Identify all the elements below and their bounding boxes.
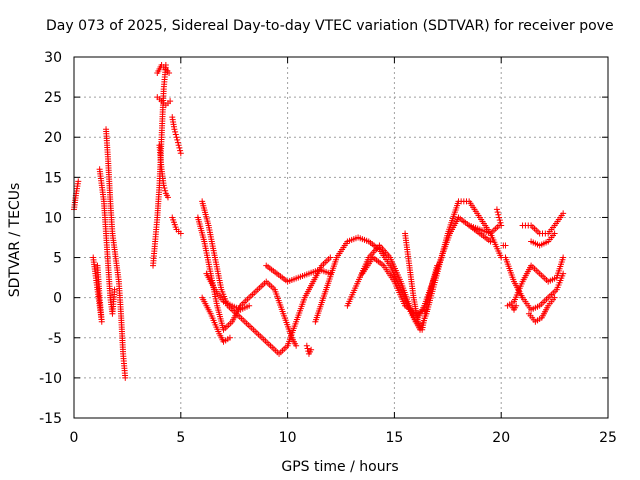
series-arc-3b bbox=[169, 214, 184, 237]
data-point bbox=[551, 294, 558, 301]
series-early-arc bbox=[71, 178, 82, 213]
y-tick-label: 5 bbox=[53, 251, 62, 267]
series-arc-8e bbox=[525, 294, 558, 325]
data-point bbox=[496, 214, 503, 221]
y-tick-label: -10 bbox=[39, 371, 62, 387]
data-point bbox=[551, 230, 558, 237]
data-point bbox=[171, 126, 178, 133]
x-tick-label: 15 bbox=[385, 430, 403, 446]
data-point bbox=[172, 131, 179, 138]
data-point bbox=[246, 302, 253, 309]
data-point bbox=[502, 242, 509, 249]
plot-frame bbox=[73, 56, 609, 419]
series-arc-2c bbox=[156, 142, 171, 201]
x-axis-label: GPS time / hours bbox=[281, 459, 398, 475]
data-point bbox=[560, 210, 567, 217]
series-arc-1b bbox=[96, 166, 118, 317]
series-arc-2a bbox=[150, 62, 169, 269]
data-point bbox=[498, 222, 505, 229]
data-point bbox=[164, 194, 171, 201]
y-tick-label: -5 bbox=[48, 331, 62, 347]
data-point bbox=[494, 209, 501, 216]
data-point bbox=[497, 219, 504, 226]
axis-ticks: 0 5 10 15 20 25 -15 -10 -5 0 5 10 15 20 25 30 bbox=[39, 50, 617, 446]
y-axis-label: SDTVAR / TECUs bbox=[7, 183, 23, 298]
data-point bbox=[94, 262, 101, 269]
x-tick-label: 25 bbox=[599, 430, 617, 446]
data-point bbox=[560, 254, 567, 261]
y-tick-label: 10 bbox=[44, 210, 62, 226]
x-tick-label: 5 bbox=[176, 430, 185, 446]
series-arc-2b bbox=[154, 62, 173, 77]
data-point bbox=[177, 230, 184, 237]
data-point bbox=[327, 254, 334, 261]
data-point bbox=[303, 342, 310, 349]
series-arc-2d bbox=[154, 94, 174, 109]
data-point bbox=[160, 182, 167, 189]
series-arc-4d bbox=[199, 294, 233, 345]
data-point bbox=[434, 262, 441, 269]
series-arc-5 bbox=[263, 262, 334, 285]
data-point bbox=[293, 342, 300, 349]
data-point bbox=[111, 286, 118, 293]
series-arc-8f bbox=[508, 302, 520, 313]
data-point bbox=[226, 334, 233, 341]
grid-lines bbox=[74, 57, 608, 418]
data-point bbox=[166, 70, 173, 77]
series-arc-1a bbox=[90, 254, 105, 325]
x-tick-label: 0 bbox=[70, 430, 79, 446]
series-arc-7b bbox=[493, 206, 505, 229]
data-point bbox=[122, 374, 129, 381]
data-point bbox=[175, 142, 182, 149]
series-arc-1c bbox=[103, 126, 129, 381]
data-point bbox=[174, 136, 181, 143]
data-point bbox=[308, 346, 315, 353]
data-point bbox=[174, 139, 181, 146]
data-point bbox=[162, 187, 169, 194]
series-arc-4a bbox=[199, 198, 334, 357]
data-point bbox=[496, 217, 503, 224]
data-point bbox=[173, 134, 180, 141]
data-point bbox=[493, 206, 500, 213]
data-point bbox=[172, 128, 179, 135]
series-arc-8b bbox=[504, 254, 567, 309]
y-tick-label: 15 bbox=[44, 170, 62, 186]
data-point bbox=[487, 238, 494, 245]
y-tick-label: 25 bbox=[44, 90, 62, 106]
series-arc-6d bbox=[402, 230, 441, 333]
data-point bbox=[176, 144, 183, 151]
chart-title: Day 073 of 2025, Sidereal Day-to-day VTE… bbox=[46, 18, 614, 34]
series-arc-8c bbox=[519, 210, 567, 237]
data-point bbox=[304, 345, 311, 352]
series-arc-3 bbox=[169, 114, 184, 157]
data-point bbox=[513, 302, 520, 309]
y-tick-label: 0 bbox=[53, 291, 62, 307]
x-tick-label: 10 bbox=[279, 430, 297, 446]
x-tick-label: 20 bbox=[492, 430, 510, 446]
data-point bbox=[161, 185, 168, 192]
data-point bbox=[75, 178, 82, 185]
data-point bbox=[495, 211, 502, 218]
data-points bbox=[71, 62, 567, 381]
series-arc-4c bbox=[203, 270, 253, 313]
series-arc-8a bbox=[502, 254, 567, 313]
data-point bbox=[167, 98, 174, 105]
series-arc-8d bbox=[528, 230, 558, 249]
series-arc-5b bbox=[303, 342, 315, 357]
data-point bbox=[177, 147, 184, 154]
y-tick-label: 30 bbox=[44, 50, 62, 66]
series-arc-9 bbox=[500, 242, 509, 249]
series-arc-7a bbox=[466, 222, 503, 237]
data-point bbox=[177, 150, 184, 157]
y-tick-label: -15 bbox=[39, 411, 62, 427]
y-tick-label: 20 bbox=[44, 130, 62, 146]
